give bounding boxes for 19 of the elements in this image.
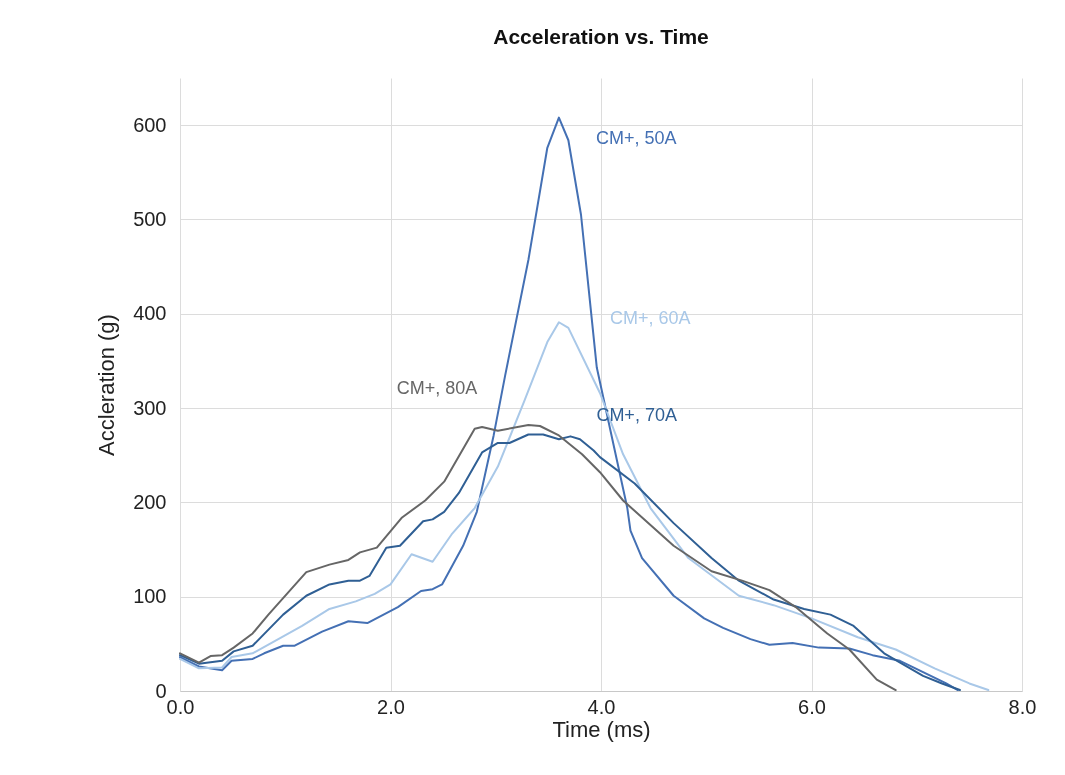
y-tick-label: 400 bbox=[133, 302, 167, 325]
series-label: CM+, 80A bbox=[396, 378, 478, 399]
y-axis-title: Accleration (g) bbox=[94, 314, 120, 456]
x-tick-label: 6.0 bbox=[798, 695, 826, 718]
line-series bbox=[179, 116, 959, 692]
text: CM+, 60A bbox=[609, 308, 691, 329]
x-tick-label: 4.0 bbox=[587, 695, 616, 718]
x-tick-label: 2.0 bbox=[377, 695, 405, 718]
y-tick-label: 500 bbox=[133, 207, 167, 230]
x-tick-label: 0.0 bbox=[166, 695, 195, 718]
y-tick-label: 100 bbox=[133, 585, 167, 608]
y-tick-label: 200 bbox=[133, 490, 167, 513]
series-label: CM+, 50A bbox=[595, 127, 677, 148]
y-tick-label: 0 bbox=[155, 679, 167, 702]
x-tick-label: 8.0 bbox=[1008, 695, 1037, 718]
y-tick-label: 300 bbox=[133, 396, 167, 419]
chart-title: Acceleration vs. Time bbox=[493, 25, 709, 48]
y-tick-label: 600 bbox=[133, 113, 167, 136]
x-axis-title: Time (ms) bbox=[552, 716, 651, 742]
